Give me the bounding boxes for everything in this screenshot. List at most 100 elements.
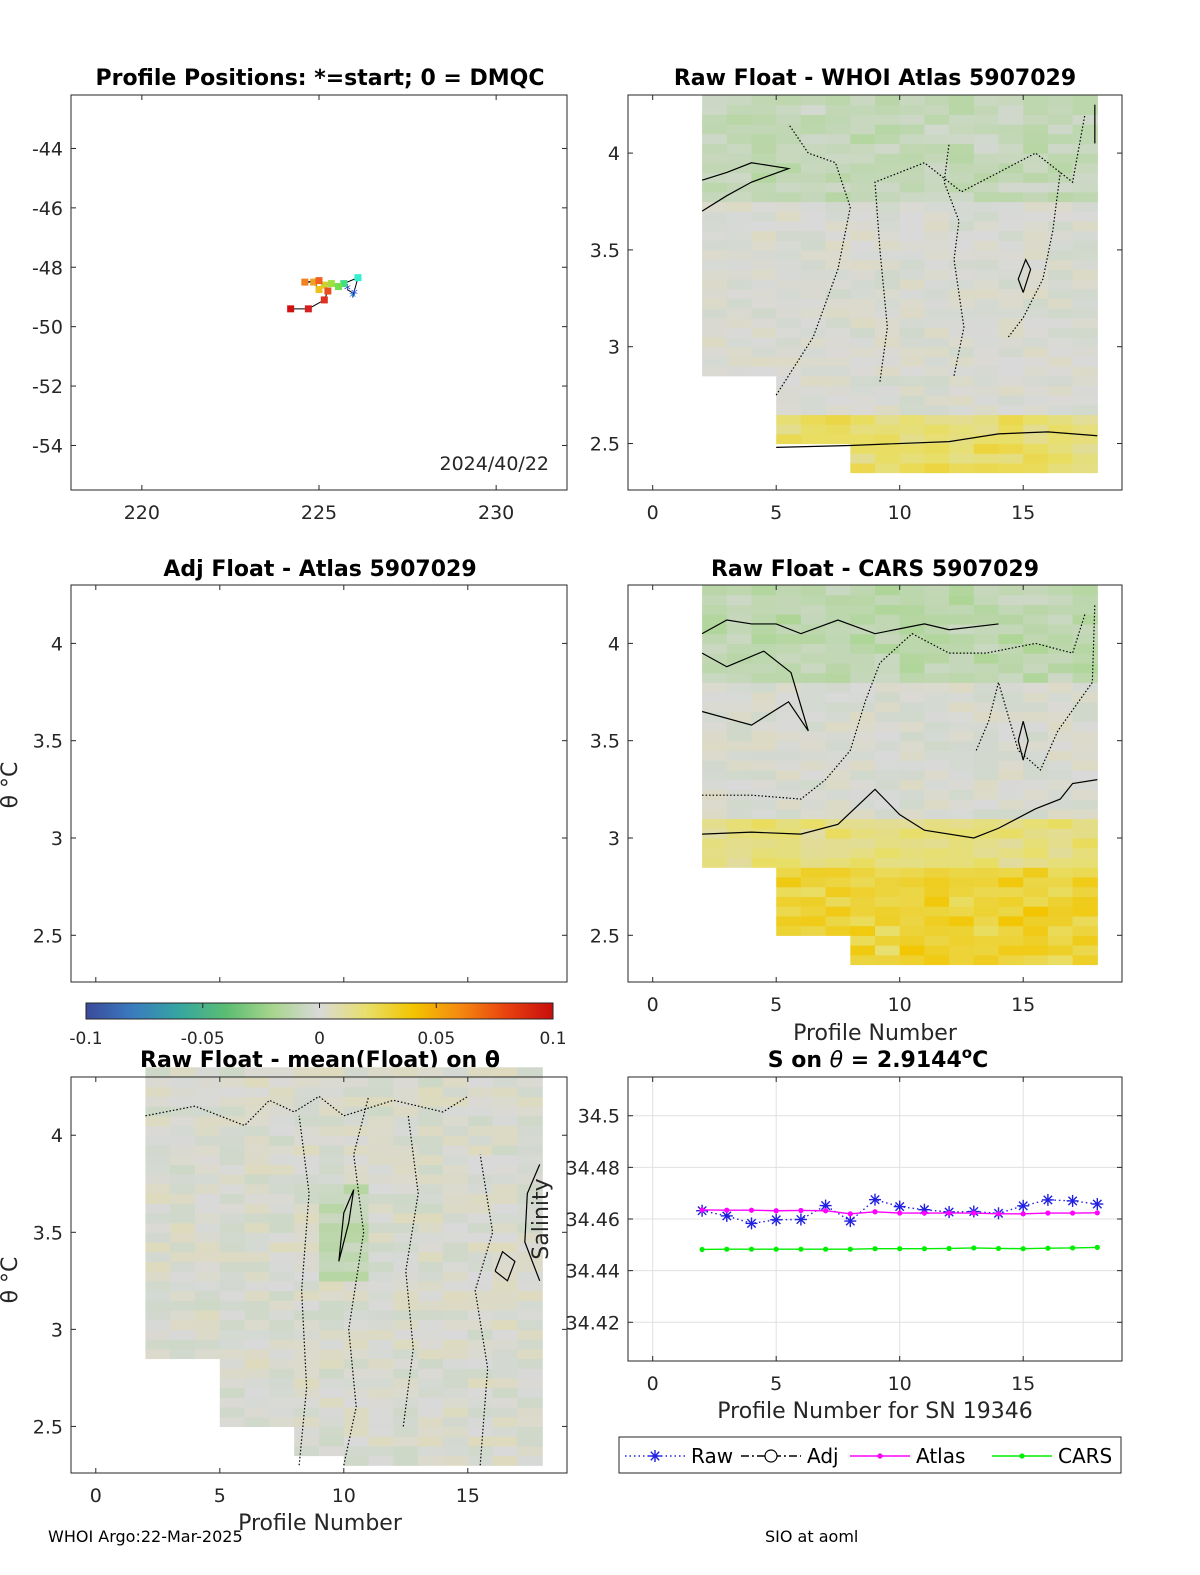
heat-cell bbox=[776, 915, 802, 927]
heat-cell bbox=[1072, 828, 1098, 839]
heat-cell bbox=[1047, 346, 1074, 357]
y-tick-label: 3.5 bbox=[33, 731, 63, 753]
heat-cell bbox=[998, 104, 1024, 115]
heat-cell bbox=[850, 857, 876, 868]
heat-cell bbox=[875, 915, 901, 927]
heat-cell bbox=[998, 143, 1024, 154]
y-tick-label: 34.5 bbox=[578, 1106, 620, 1128]
heat-cell bbox=[949, 230, 975, 241]
heat-cell bbox=[949, 220, 975, 232]
heat-cell bbox=[899, 701, 925, 713]
heat-cell bbox=[517, 1193, 543, 1204]
heat-cell bbox=[319, 1416, 345, 1428]
heat-cell bbox=[973, 730, 1000, 742]
heat-cell bbox=[1023, 104, 1049, 115]
heat-cell bbox=[924, 643, 950, 654]
heat-cell bbox=[418, 1377, 444, 1389]
heat-cell bbox=[219, 1232, 246, 1243]
heat-cell bbox=[800, 857, 827, 868]
contour-zero bbox=[474, 1154, 494, 1466]
heat-cell bbox=[751, 346, 777, 357]
heat-cell bbox=[1072, 594, 1098, 606]
heat-cell bbox=[998, 259, 1024, 270]
heat-cell bbox=[467, 1154, 494, 1165]
heat-cell bbox=[1023, 375, 1049, 387]
heat-cell bbox=[368, 1106, 394, 1117]
heat-cell bbox=[195, 1183, 221, 1195]
heat-cell bbox=[800, 662, 827, 674]
heat-cell bbox=[1023, 779, 1049, 790]
heat-cell bbox=[899, 614, 925, 625]
heat-cell bbox=[1072, 643, 1098, 654]
heat-cell bbox=[269, 1261, 295, 1272]
heat-cell bbox=[702, 857, 728, 868]
heat-cell bbox=[294, 1319, 320, 1330]
heat-cell bbox=[875, 124, 901, 135]
heat-cell bbox=[726, 604, 753, 615]
heat-cell bbox=[492, 1387, 518, 1398]
heat-cell bbox=[924, 585, 950, 596]
x-tick-label: 10 bbox=[888, 502, 912, 524]
heat-cell bbox=[800, 433, 827, 445]
heat-cell bbox=[702, 847, 728, 859]
heat-cell bbox=[1072, 259, 1098, 270]
heat-cell bbox=[1072, 133, 1098, 145]
heat-cell bbox=[899, 828, 925, 839]
heat-cell bbox=[343, 1290, 370, 1301]
heat-cell bbox=[517, 1377, 543, 1389]
heat-cell bbox=[517, 1280, 543, 1292]
heat-cell bbox=[1072, 614, 1098, 625]
heat-cell bbox=[949, 95, 975, 106]
heat-cell bbox=[294, 1135, 320, 1146]
heat-cell bbox=[924, 162, 950, 174]
heat-cell bbox=[195, 1096, 221, 1107]
mean-xlabel: Profile Number bbox=[238, 1511, 403, 1536]
heat-cell bbox=[825, 366, 851, 377]
heat-cell bbox=[1023, 201, 1049, 212]
heat-cell bbox=[418, 1455, 444, 1466]
heat-cell bbox=[998, 162, 1024, 174]
heat-cell bbox=[850, 414, 876, 425]
heat-cell bbox=[244, 1397, 270, 1408]
heat-cell bbox=[418, 1232, 444, 1243]
whoi-title: Raw Float - WHOI Atlas 5907029 bbox=[674, 66, 1076, 91]
heat-cell bbox=[1047, 443, 1074, 454]
heat-cell bbox=[1047, 828, 1074, 839]
heat-cell bbox=[219, 1368, 246, 1379]
heat-cell bbox=[875, 692, 901, 703]
heat-cell bbox=[776, 711, 802, 722]
heat-cell bbox=[467, 1339, 494, 1350]
heat-cell bbox=[751, 643, 777, 654]
heat-cell bbox=[393, 1251, 419, 1263]
heat-cell bbox=[751, 828, 777, 839]
heat-cell bbox=[443, 1348, 469, 1360]
heat-cell bbox=[492, 1368, 518, 1379]
heat-cell bbox=[1047, 220, 1074, 232]
heat-cell bbox=[825, 750, 851, 761]
heat-cell bbox=[145, 1261, 171, 1272]
heat-cell bbox=[294, 1309, 320, 1321]
heat-cell bbox=[343, 1183, 370, 1195]
heat-cell bbox=[875, 453, 901, 464]
heat-cell bbox=[776, 133, 802, 145]
contour-zero bbox=[145, 1095, 469, 1127]
heat-cell bbox=[751, 356, 777, 367]
heat-cell bbox=[1072, 462, 1098, 474]
heat-cell bbox=[899, 818, 925, 829]
heat-cell bbox=[924, 818, 950, 829]
heat-cell bbox=[924, 424, 950, 435]
heat-cell bbox=[924, 906, 950, 917]
heat-cell bbox=[1023, 230, 1049, 241]
heat-cell bbox=[776, 721, 802, 732]
heat-cell bbox=[776, 614, 802, 625]
heat-cell bbox=[492, 1290, 518, 1301]
heat-cell bbox=[751, 162, 777, 174]
heat-cell bbox=[949, 395, 975, 406]
heat-cell bbox=[899, 443, 925, 454]
heat-cell bbox=[751, 789, 777, 800]
heat-cell bbox=[776, 643, 802, 654]
heat-cell bbox=[418, 1164, 444, 1175]
heat-cell bbox=[492, 1183, 518, 1195]
heat-cell bbox=[850, 906, 876, 917]
heat-cell bbox=[998, 828, 1024, 839]
